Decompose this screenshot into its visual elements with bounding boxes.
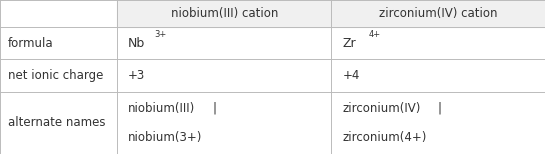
Text: |: |	[213, 102, 216, 115]
Text: niobium(III) cation: niobium(III) cation	[171, 7, 278, 20]
Text: +3: +3	[128, 69, 146, 82]
Text: |: |	[438, 102, 441, 115]
Text: zirconium(IV): zirconium(IV)	[342, 102, 421, 115]
Bar	[117, 0, 545, 27]
Text: 3+: 3+	[154, 30, 166, 39]
Text: Nb: Nb	[128, 37, 146, 50]
Text: niobium(3+): niobium(3+)	[128, 131, 202, 144]
Text: zirconium(IV) cation: zirconium(IV) cation	[379, 7, 498, 20]
Text: net ionic charge: net ionic charge	[8, 69, 104, 82]
Text: +4: +4	[342, 69, 360, 82]
Text: 4+: 4+	[368, 30, 380, 39]
Text: niobium(III): niobium(III)	[128, 102, 195, 115]
Text: zirconium(4+): zirconium(4+)	[342, 131, 427, 144]
Text: alternate names: alternate names	[8, 116, 106, 129]
Text: Zr: Zr	[342, 37, 356, 50]
Text: formula: formula	[8, 37, 54, 50]
